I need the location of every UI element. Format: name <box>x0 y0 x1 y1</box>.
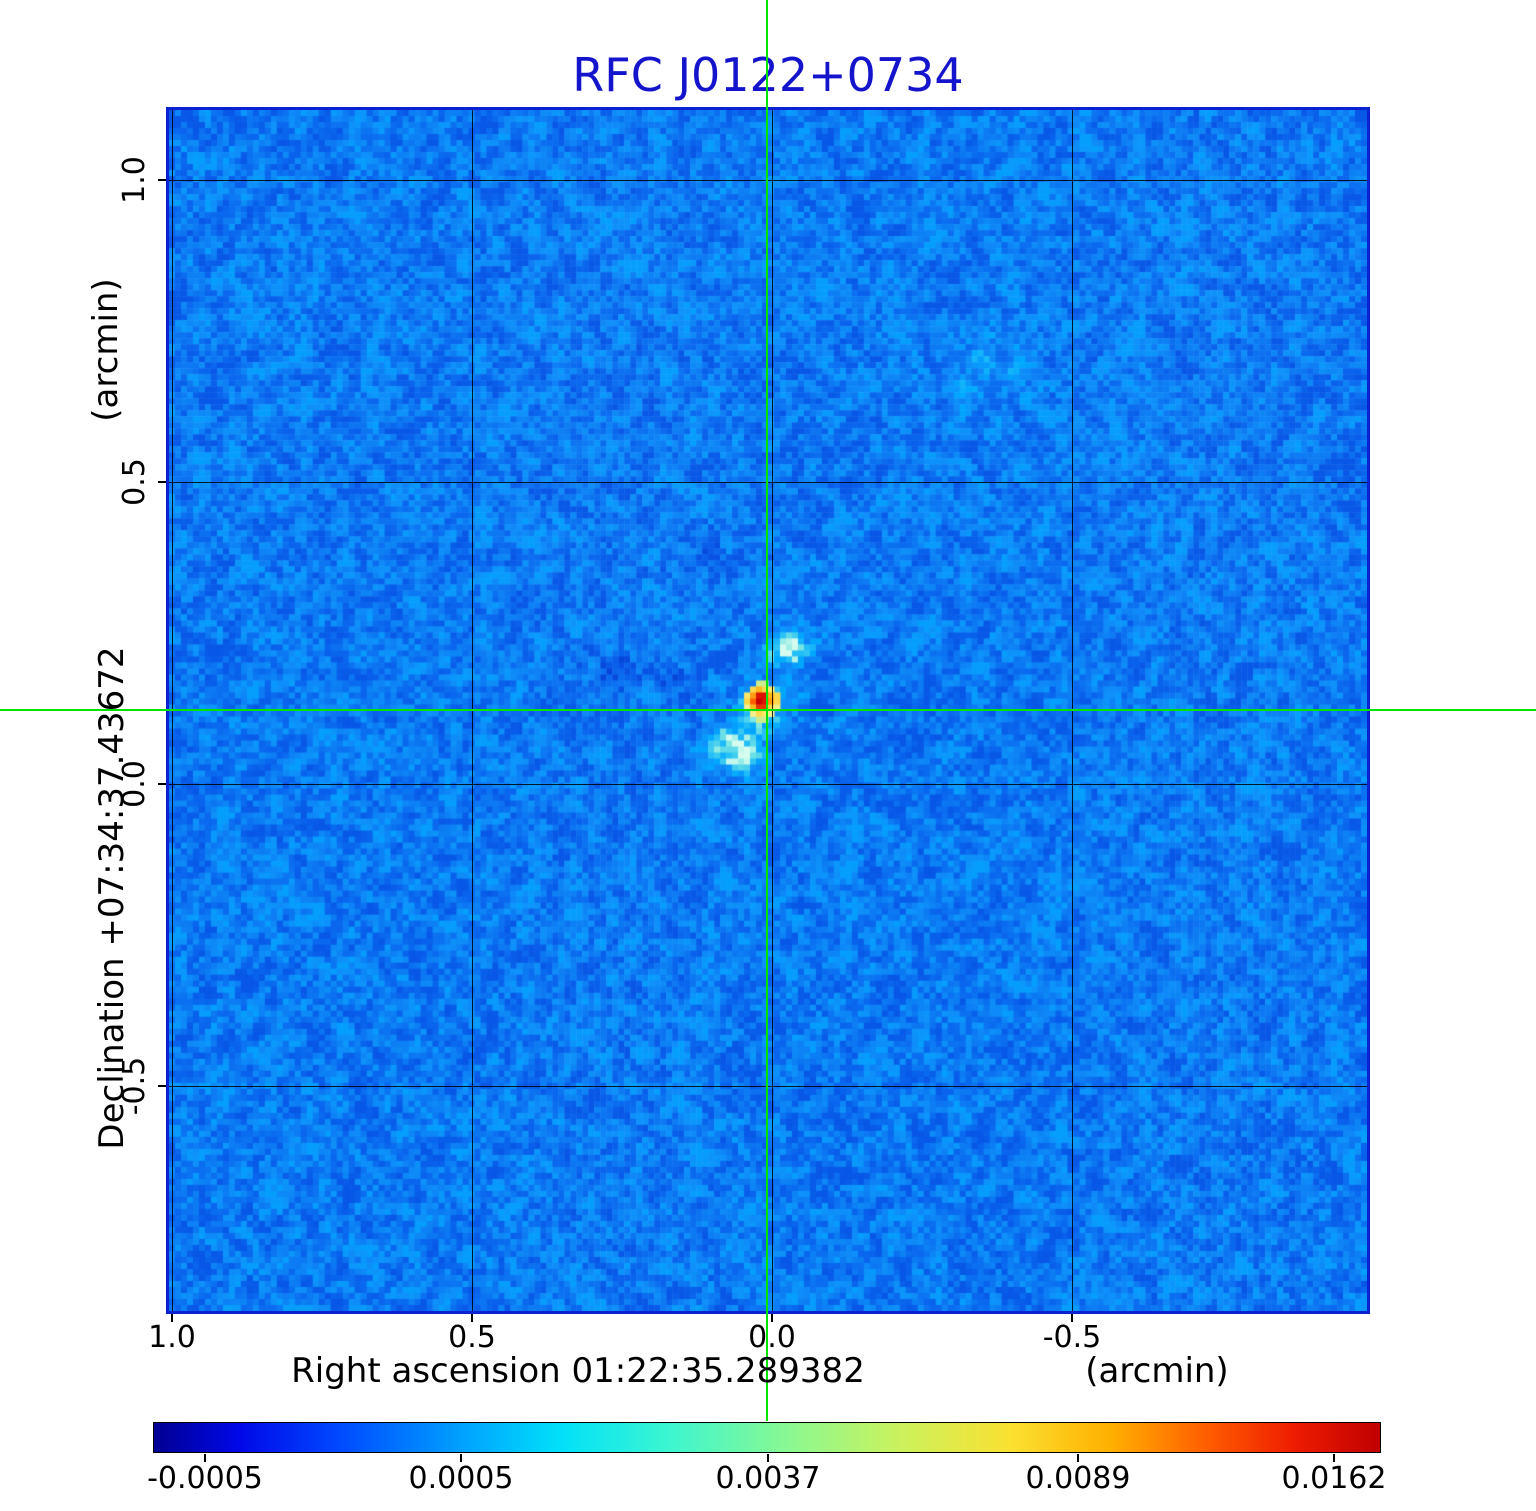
x-tick-label: 0.5 <box>448 1320 496 1355</box>
x-axis-tick <box>471 1314 473 1322</box>
figure-title: RFC J0122+0734 <box>572 48 964 102</box>
colorbar-tick <box>1077 1454 1079 1462</box>
grid-line-y-0.5 <box>169 482 1367 483</box>
x-tick-label: -0.5 <box>1042 1320 1102 1355</box>
y-axis-tick <box>158 783 166 785</box>
grid-line-y-0.0 <box>169 784 1367 785</box>
x-axis-label: Right ascension 01:22:35.289382 <box>291 1351 865 1391</box>
x-axis-tick <box>771 1314 773 1322</box>
colorbar-tick <box>767 1454 769 1462</box>
colorbar-tick <box>460 1454 462 1462</box>
colorbar-tick-label: 0.0162 <box>1281 1461 1387 1496</box>
colorbar-tick-label: 0.0089 <box>1025 1461 1131 1496</box>
x-tick-label: 1.0 <box>148 1320 196 1355</box>
x-axis-tick <box>171 1314 173 1322</box>
x-tick-label: 0.0 <box>748 1320 796 1355</box>
y-tick-label: 0.0 <box>117 760 152 808</box>
x-axis-unit: (arcmin) <box>1085 1351 1229 1391</box>
y-axis-tick <box>158 179 166 181</box>
y-tick-label: -0.5 <box>117 1056 152 1116</box>
colorbar-tick <box>1333 1454 1335 1462</box>
y-axis-tick <box>158 481 166 483</box>
crosshair-horizontal-line <box>0 709 1536 711</box>
y-tick-label: 0.5 <box>117 458 152 506</box>
colorbar <box>153 1422 1381 1453</box>
y-tick-label: 1.0 <box>117 156 152 204</box>
colorbar-tick-label: -0.0005 <box>147 1461 263 1496</box>
x-axis-tick <box>1071 1314 1073 1322</box>
grid-line-y-1.0 <box>169 180 1367 181</box>
y-axis-unit: (arcmin) <box>86 278 126 422</box>
colorbar-tick <box>204 1454 206 1462</box>
colorbar-tick-label: 0.0037 <box>715 1461 821 1496</box>
grid-line-y--0.5 <box>169 1086 1367 1087</box>
y-axis-tick <box>158 1085 166 1087</box>
colorbar-tick-label: 0.0005 <box>408 1461 514 1496</box>
